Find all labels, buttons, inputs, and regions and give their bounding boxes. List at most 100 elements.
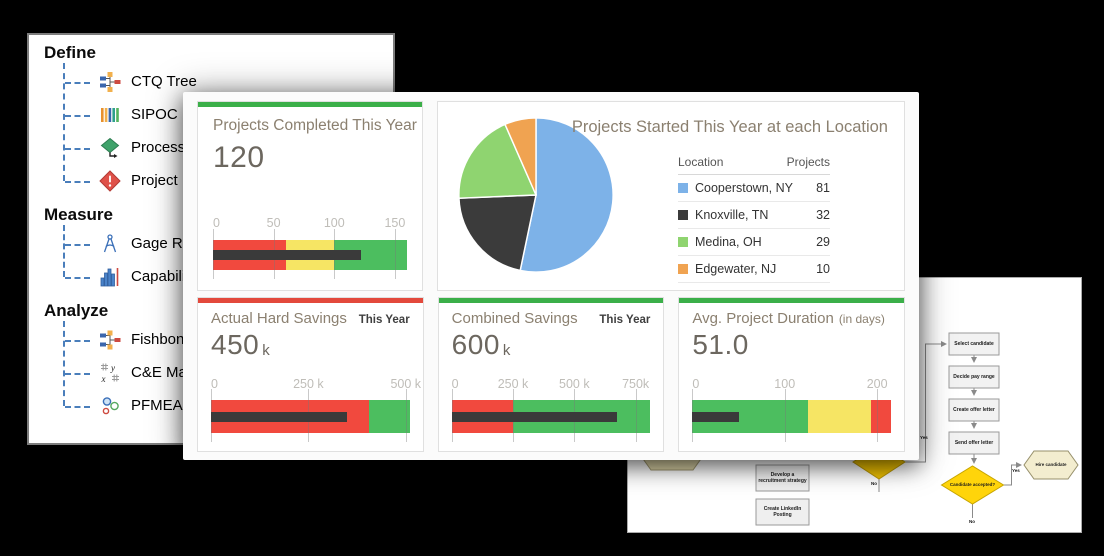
legend-header-location: Location: [678, 155, 724, 169]
process-box-create-offer-letter[interactable]: [948, 398, 1000, 422]
axis-tick-mark: [784, 389, 786, 442]
kpi-card-actual-hard-savings: Actual Hard Savings This Year 450 k 0 250…: [197, 297, 424, 452]
tree-item-sipoc[interactable]: SIPOC: [63, 98, 393, 131]
tree-item-capability[interactable]: Capability: [63, 260, 393, 293]
edge-label-yes: Yes: [1012, 468, 1020, 473]
legend-row: Edgewater, NJ 10: [678, 256, 830, 283]
card-title: Actual Hard Savings: [211, 310, 347, 327]
bullet-axis: 0 50 100 150: [213, 216, 407, 232]
axis-tick-label: 100: [774, 377, 796, 391]
measure-bar: [451, 411, 618, 422]
range-band-green: [368, 400, 410, 433]
flowchart-canvas: [640, 332, 1079, 526]
axis-tick-label: 750k: [622, 377, 650, 391]
tree-item-label: CTQ Tree: [131, 73, 197, 90]
pie-slice: [458, 194, 537, 272]
legend-row: Medina, OH 29: [678, 229, 830, 256]
axis-tick-mark: [394, 229, 396, 279]
legend-value: 81: [816, 181, 830, 195]
pfmea-icon: [99, 395, 121, 417]
card-accent-bar: [438, 298, 664, 303]
pie-chart: [458, 117, 614, 273]
kpi-value: 450: [211, 329, 260, 360]
edge-label-yes: Yes: [920, 435, 928, 440]
process-box-select-candidate[interactable]: [948, 332, 1000, 356]
svg-text:x: x: [101, 374, 106, 384]
card-accent-bar: [198, 298, 423, 303]
card-accent-bar: [679, 298, 905, 303]
axis-tick-mark: [877, 389, 879, 442]
bullet-axis: 0 250 k 500 k: [211, 377, 421, 393]
legend-swatch: [678, 237, 688, 247]
legend-swatch: [678, 183, 688, 193]
kpi-value-suffix: k: [502, 342, 511, 359]
legend-row: Knoxville, TN 32: [678, 202, 830, 229]
tree-item-ctq-tree[interactable]: CTQ Tree: [63, 65, 393, 98]
process-box-create-posting[interactable]: [755, 498, 810, 526]
process-map-icon: [99, 137, 121, 159]
sipoc-icon: [99, 104, 121, 126]
process-box-develop-strategy[interactable]: [755, 464, 810, 492]
node-label: Send offer letter: [954, 439, 994, 446]
measure-bar: [213, 250, 361, 260]
connector-yes-line: [1003, 462, 1022, 486]
tree-item-label: SIPOC: [131, 106, 178, 123]
kpi-value: 600: [451, 329, 500, 360]
card-title: Avg. Project Duration: [692, 310, 834, 327]
project-risk-icon: [99, 169, 121, 192]
kpi-card-projects-completed: Projects Completed This Year 120 0 50 100 1…: [197, 101, 423, 291]
legend-value: 32: [816, 208, 830, 222]
axis-tick-label: 250 k: [497, 377, 529, 391]
pie-slice: [458, 123, 538, 199]
range-band-red: [870, 400, 891, 433]
process-box-send-offer-letter[interactable]: [948, 431, 1000, 455]
tree-section-heading-analyze: Analyze: [44, 301, 109, 320]
axis-tick-label: 200: [866, 377, 888, 391]
node-label: Select candidate: [954, 340, 994, 347]
bullet-band: [692, 389, 891, 442]
node-label: Create LinkedIn Posting: [763, 505, 802, 518]
tree-item-label: Capability: [131, 268, 197, 285]
tree-item-fishbone[interactable]: Fishbone: [63, 323, 393, 356]
axis-tick-label: 250 k: [293, 377, 324, 391]
axis-tick-label: 150: [384, 216, 406, 230]
connector-yes-feedback-line: [905, 341, 947, 463]
decision-diamond-candidate-accepted[interactable]: [940, 465, 1005, 505]
terminator-hexagon-hire-candidate[interactable]: [1023, 450, 1079, 480]
capability-icon: [99, 266, 121, 288]
legend-label: Edgewater, NJ: [695, 262, 777, 276]
kpi-value-suffix: k: [262, 342, 270, 359]
legend-label: Medina, OH: [695, 235, 762, 249]
node-label: Candidate accepted?: [949, 482, 996, 488]
tree-item-label: Fishbone: [131, 331, 193, 348]
legend-swatch: [678, 210, 688, 220]
pie-slice: [504, 117, 537, 196]
legend-label: Cooperstown, NY: [695, 181, 793, 195]
kpi-value: 120: [213, 141, 265, 174]
pie-card-projects-started: Projects Started This Year at each Locat…: [437, 101, 905, 291]
legend-value: 10: [816, 262, 830, 276]
bullet-band: [451, 389, 651, 442]
bullet-band: [213, 229, 407, 279]
bullet-band: [211, 389, 410, 442]
pie-slice: [519, 117, 614, 273]
card-title: Projects Started This Year at each Locat…: [571, 118, 888, 136]
edge-label-no: No: [969, 519, 975, 524]
axis-tick-mark: [635, 389, 637, 442]
edge-label-no: No: [871, 481, 877, 486]
axis-tick-label: 0: [211, 377, 218, 391]
gage-rr-icon: [99, 233, 121, 255]
card-period-label: This Year: [358, 314, 410, 326]
process-box-decide-pay-range[interactable]: [948, 365, 1000, 389]
ctq-tree-icon: [99, 71, 121, 93]
node-label: Create offer letter: [953, 406, 995, 413]
node-label: Decide pay range: [953, 373, 995, 380]
bullet-chart: 0 250 k 500 k: [211, 377, 421, 442]
axis-tick-label: 50: [266, 216, 281, 230]
axis-tick-label: 500 k: [390, 377, 422, 391]
measure-bar: [211, 411, 348, 422]
bullet-chart: 0 250 k 500 k 750k: [451, 377, 651, 442]
bullet-axis: 0 250 k 500 k 750k: [452, 377, 651, 393]
card-title: Combined Savings: [451, 310, 578, 327]
axis-tick-label: 0: [213, 216, 220, 230]
